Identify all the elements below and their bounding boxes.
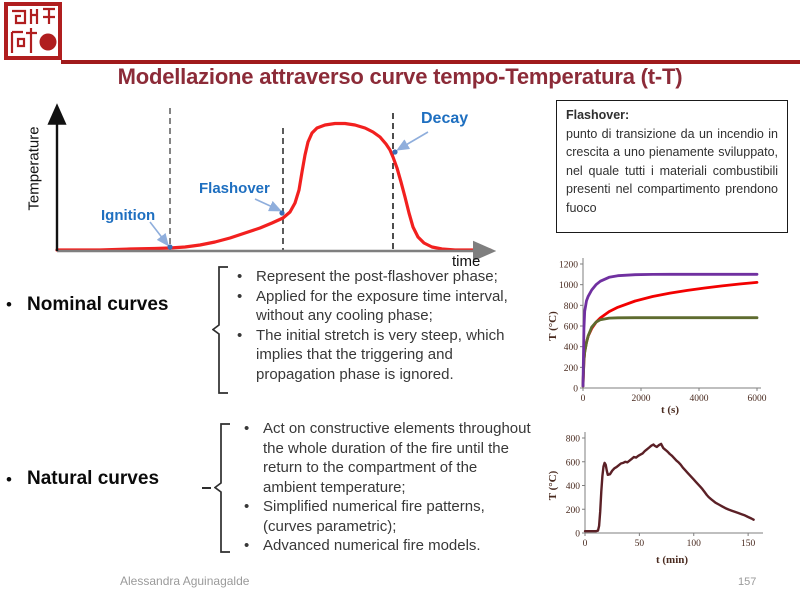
x-axis-label: t (min) [656, 554, 688, 566]
x-tick-label: 50 [635, 539, 645, 549]
external-fire-curve [581, 316, 759, 388]
y-tick-label: 1000 [559, 281, 578, 291]
footer-author: Alessandra Aguinagalde [120, 574, 250, 588]
flashover-box-body: punto di transizione da un incendio in c… [566, 126, 778, 215]
hydrocarbon-curve [581, 272, 759, 388]
nominal-curves-label: Nominal curves [27, 294, 169, 315]
fire-phases-diagram [47, 103, 497, 262]
x-axis-label: t (s) [661, 404, 679, 416]
y-tick-label: 600 [564, 323, 579, 333]
nominal-brace [212, 266, 228, 394]
x-tick-label: 150 [741, 539, 756, 549]
y-tick-label: 800 [566, 435, 581, 445]
y-tick-label: 400 [564, 343, 579, 353]
natural-brace-connector [202, 487, 211, 489]
x-tick-label: 6000 [748, 394, 767, 404]
flashover-definition-box: Flashover: punto di transizione da un in… [556, 100, 788, 233]
seal-dot [39, 33, 57, 51]
flashover-annotation: Flashover [199, 180, 270, 197]
y-tick-label: 0 [575, 530, 580, 540]
diagram-y-axis-label: Temperature [25, 126, 43, 211]
list-item: Simplified numerical fire patterns, (cur… [240, 497, 542, 536]
annotation-dots [167, 149, 398, 250]
list-item: Advanced numerical fire models. [240, 536, 542, 556]
natural-curve-chart: 0 50 100 150 0 200 400 600 800 t (min) T (°C) [547, 432, 763, 566]
list-item: Represent the post-flashover phase; [233, 267, 533, 287]
natural-brace [214, 423, 230, 553]
natural-bullet-dot: • [6, 470, 12, 489]
natural-bullet-list: Act on constructive elements throughout … [240, 419, 542, 556]
nominal-bullet-list: Represent the post-flashover phase;Appli… [233, 267, 533, 384]
y-tick-label: 200 [564, 364, 579, 374]
natural-fire-curve [583, 442, 755, 533]
nominal-bullet-dot: • [6, 295, 12, 314]
ignition-annotation: Ignition [101, 207, 156, 224]
x-tick-label: 0 [583, 539, 588, 549]
x-tick-label: 2000 [632, 394, 651, 404]
list-item: Act on constructive elements throughout … [240, 419, 542, 497]
flashover-box-title: Flashover: [566, 108, 630, 122]
diagram-x-axis-label: time [452, 253, 481, 270]
annotation-connectors [149, 131, 429, 247]
list-item: The initial stretch is very steep, which… [233, 326, 533, 385]
page-number: 157 [738, 576, 757, 588]
seal-logo-icon [4, 2, 62, 60]
x-tick-label: 0 [581, 394, 586, 404]
nominal-curves-chart: 0 2000 4000 6000 0 200 400 600 800 1000 1200 t (s) T… [547, 258, 767, 416]
y-tick-label: 400 [566, 482, 581, 492]
y-tick-label: 800 [564, 302, 579, 312]
y-tick-label: 200 [566, 506, 581, 516]
standard-iso834-curve [581, 280, 759, 388]
x-tick-label: 4000 [690, 394, 709, 404]
y-tick-label: 1200 [559, 261, 578, 271]
list-item: Applied for the exposure time interval, … [233, 287, 533, 326]
x-tick-label: 100 [687, 539, 702, 549]
decay-annotation: Decay [421, 110, 469, 127]
fire-temperature-curve [55, 121, 492, 252]
header-rule [61, 60, 800, 64]
y-tick-label: 600 [566, 458, 581, 468]
y-axis-label: T (°C) [547, 311, 559, 341]
y-tick-label: 0 [573, 385, 578, 395]
natural-curves-label: Natural curves [27, 468, 160, 489]
page-title: Modellazione attraverso curve tempo-Temp… [117, 64, 683, 89]
y-axis-label: T (°C) [547, 470, 559, 500]
